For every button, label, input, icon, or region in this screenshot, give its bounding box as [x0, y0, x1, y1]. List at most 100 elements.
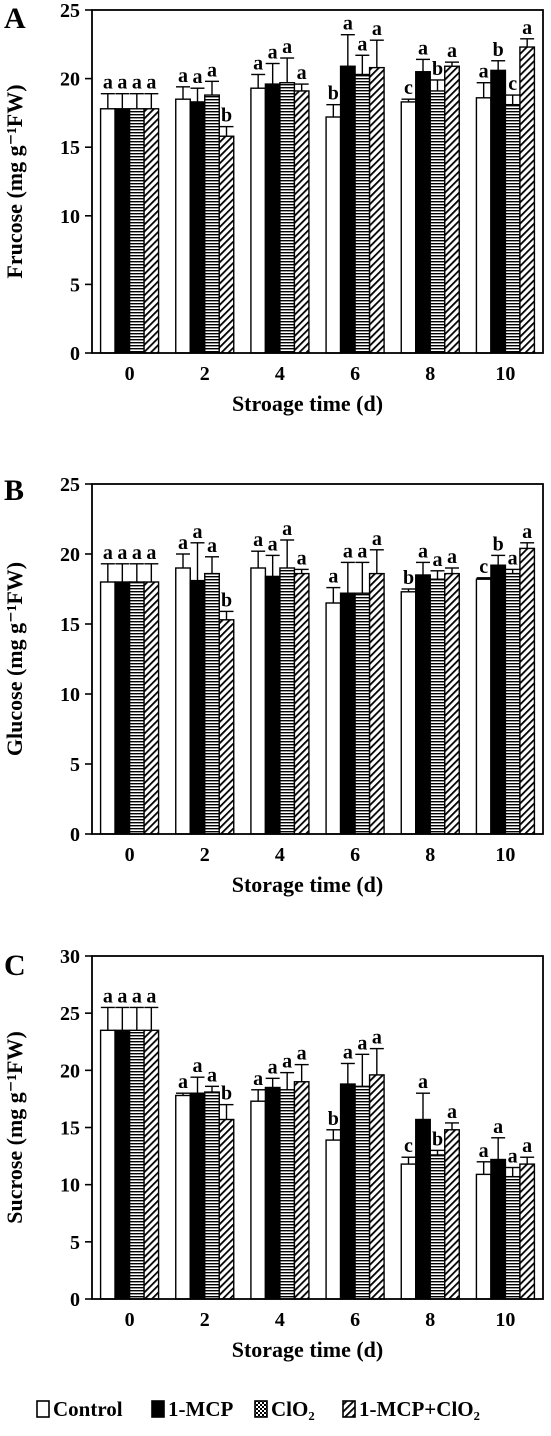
bar-control: [250, 87, 267, 354]
significance-letter: a: [132, 985, 142, 1007]
bar-1mcp: [264, 83, 281, 354]
bar-1mcp-clo2: [444, 1129, 460, 1300]
significance-letter: a: [146, 72, 156, 94]
significance-letter: a: [372, 528, 382, 550]
bar-1mcp-clo2: [368, 66, 385, 354]
bar-control: [99, 108, 116, 354]
significance-letter: a: [357, 33, 367, 55]
x-axis-title: Storage time (d): [232, 872, 384, 897]
x-tick-label: 0: [125, 363, 135, 385]
panel-letter: C: [4, 949, 26, 982]
y-tick-label: 25: [60, 474, 80, 496]
bar-1mcp: [415, 1118, 431, 1300]
bar-clo2: [504, 1175, 521, 1300]
y-tick-label: 5: [70, 1232, 80, 1254]
significance-letter: a: [282, 36, 292, 58]
significance-letter: a: [522, 521, 532, 543]
significance-letter: a: [193, 521, 203, 543]
significance-letter: a: [522, 1135, 532, 1157]
significance-letter: a: [282, 518, 292, 540]
y-tick-label: 25: [60, 1003, 80, 1025]
bar-clo2: [128, 1029, 145, 1300]
significance-letter: a: [508, 1146, 518, 1168]
legend-label-control: Control: [53, 1397, 123, 1421]
significance-letter: a: [268, 42, 278, 64]
significance-letter: a: [178, 532, 188, 554]
y-tick-label: 20: [60, 69, 80, 91]
legend-swatch-control: [36, 1400, 50, 1418]
bar-control: [400, 1163, 417, 1300]
y-tick-label: 25: [60, 0, 80, 22]
significance-letter: c: [479, 556, 488, 578]
x-tick-label: 10: [495, 363, 515, 385]
x-tick-label: 6: [350, 844, 360, 866]
bar-control: [475, 578, 492, 835]
y-tick-label: 0: [70, 1289, 80, 1311]
significance-letter: a: [193, 66, 203, 88]
significance-letter: b: [221, 1083, 232, 1105]
y-tick-label: 5: [70, 274, 80, 296]
significance-letter: a: [117, 72, 127, 94]
significance-letter: a: [178, 1071, 188, 1093]
significance-letter: a: [522, 17, 532, 39]
significance-letter: b: [328, 83, 339, 105]
y-tick-label: 0: [70, 343, 80, 365]
bar-1mcp: [114, 1029, 131, 1300]
bar-1mcp-clo2: [444, 65, 460, 354]
bar-control: [325, 1139, 342, 1300]
bar-1mcp-clo2: [519, 1163, 536, 1300]
significance-letter: b: [432, 1128, 443, 1150]
x-tick-label: 10: [495, 1309, 515, 1331]
significance-letter: a: [103, 72, 113, 94]
x-tick-label: 2: [200, 1309, 210, 1331]
x-tick-label: 8: [425, 363, 435, 385]
significance-letter: a: [268, 533, 278, 555]
y-axis-title: Glucose (mg g⁻¹FW): [2, 562, 27, 756]
x-tick-label: 6: [350, 1309, 360, 1331]
bar-1mcp-clo2: [218, 619, 235, 835]
bar-1mcp: [490, 564, 507, 835]
bar-1mcp-clo2: [444, 572, 460, 835]
significance-letter: a: [447, 40, 457, 62]
y-tick-label: 10: [60, 1175, 80, 1197]
x-tick-label: 4: [275, 363, 285, 385]
significance-letter: a: [493, 1116, 503, 1138]
bar-clo2: [128, 581, 145, 835]
significance-letter: a: [372, 1027, 382, 1049]
plot-frame: [91, 9, 544, 354]
significance-letter: a: [146, 985, 156, 1007]
x-tick-label: 0: [125, 844, 135, 866]
bar-clo2: [354, 1085, 371, 1300]
legend-label-1mcp: 1-MCP: [168, 1397, 233, 1421]
plot-frame: [91, 483, 544, 835]
bar-control: [250, 1100, 267, 1300]
bar-clo2: [204, 572, 220, 835]
bar-clo2: [429, 578, 446, 835]
bar-1mcp: [339, 1083, 356, 1300]
bar-1mcp-clo2: [519, 46, 536, 354]
significance-letter: a: [253, 529, 263, 551]
bar-1mcp: [189, 579, 206, 835]
bar-clo2: [429, 90, 446, 354]
bar-1mcp-clo2: [218, 1118, 235, 1300]
y-axis-title: Frucose (mg g⁻¹FW): [2, 84, 27, 278]
significance-letter: a: [297, 62, 307, 84]
significance-letter: a: [103, 985, 113, 1007]
bar-control: [325, 116, 342, 354]
bar-1mcp-clo2: [368, 572, 385, 835]
significance-letter: a: [207, 59, 217, 81]
significance-letter: a: [357, 1032, 367, 1054]
bar-1mcp-clo2: [519, 547, 536, 835]
bar-control: [250, 567, 267, 835]
bar-clo2: [279, 567, 296, 835]
bar-clo2: [354, 73, 371, 354]
significance-letter: a: [103, 542, 113, 564]
bar-clo2: [204, 94, 220, 354]
bar-1mcp: [189, 101, 206, 354]
legend-label-clo2: ClO₂: [271, 1397, 315, 1421]
bar-control: [400, 591, 417, 835]
bar-1mcp-clo2: [293, 90, 310, 354]
